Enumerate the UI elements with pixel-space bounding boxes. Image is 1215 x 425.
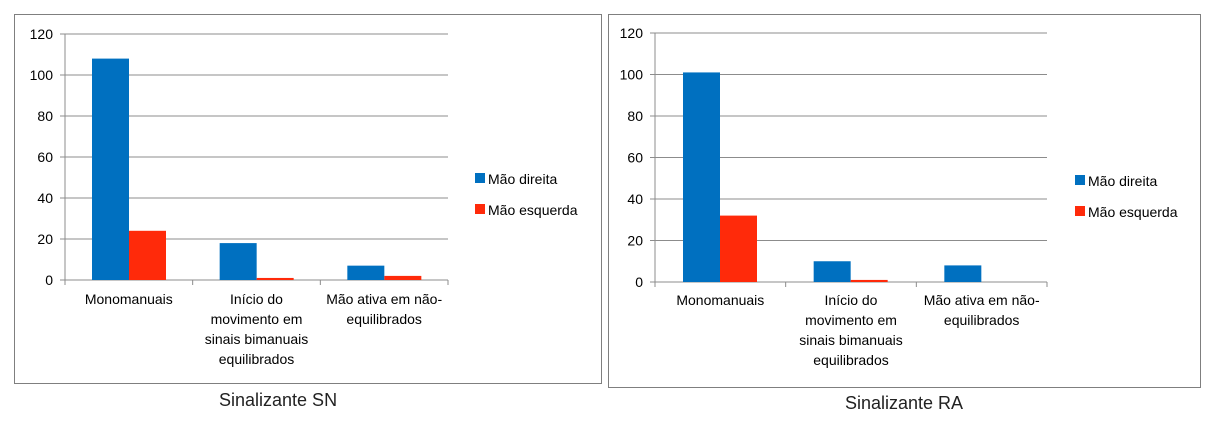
x-category-label: sinais bimanuais	[205, 331, 309, 347]
bar-chart-ra: 0 20 40 60 80 100 120 Monomanuais Início do movim…	[620, 25, 1178, 368]
x-category-label: Monomanuais	[676, 292, 764, 308]
y-tick-label: 40	[37, 190, 53, 206]
y-tick-label: 40	[627, 191, 643, 207]
y-tick-label: 0	[45, 272, 53, 288]
x-category-label: sinais bimanuais	[799, 332, 903, 348]
y-tick-label: 120	[620, 25, 644, 41]
bar-mao-direita	[347, 265, 385, 280]
legend-label: Mão direita	[488, 171, 557, 187]
x-category-label: equilibrados	[944, 312, 1020, 328]
bar-mao-direita	[92, 58, 129, 280]
x-category-label: movimento em	[211, 311, 303, 327]
bar-mao-direita	[944, 265, 982, 282]
y-tick-label: 100	[30, 67, 54, 83]
bar-mao-direita	[813, 261, 851, 282]
legend-swatch	[475, 173, 485, 183]
chart-frame: 0 20 40 60 80 100 120 Monomanuais Início do movim…	[14, 14, 602, 384]
chart-panel-ra: 0 20 40 60 80 100 120 Monomanuais Início do movim…	[608, 14, 1201, 388]
x-category-label: equilibrados	[346, 311, 422, 327]
bar-mao-esquerda	[720, 215, 757, 282]
x-category-label: equilibrados	[813, 352, 889, 368]
y-tick-label: 100	[620, 67, 644, 83]
y-tick-label: 80	[37, 108, 53, 124]
chart-caption-sn: Sinalizante SN	[219, 390, 338, 410]
legend-label: Mão direita	[1088, 173, 1157, 189]
legend-label: Mão esquerda	[488, 202, 578, 218]
bar-mao-direita	[683, 72, 720, 282]
y-tick-label: 20	[37, 231, 53, 247]
legend-label: Mão esquerda	[1088, 204, 1178, 220]
bar-mao-esquerda	[384, 275, 422, 280]
x-category-label: Início do	[230, 291, 283, 307]
x-category-label: Mão ativa em não-	[924, 292, 1040, 308]
x-category-label: Início do	[825, 292, 878, 308]
y-tick-label: 120	[30, 26, 54, 42]
bar-mao-esquerda	[129, 230, 166, 280]
legend-swatch	[1075, 175, 1085, 185]
y-tick-label: 60	[37, 149, 53, 165]
y-tick-label: 60	[627, 150, 643, 166]
x-category-label: Monomanuais	[85, 291, 173, 307]
x-category-label: Mão ativa em não-	[326, 291, 442, 307]
bar-mao-direita	[219, 243, 257, 280]
chart-panel-sn: 0 20 40 60 80 100 120 Monomanuais Início do movim…	[14, 14, 602, 384]
chart-frame: 0 20 40 60 80 100 120 Monomanuais Início do movim…	[608, 14, 1201, 388]
x-category-label: movimento em	[805, 312, 897, 328]
bar-mao-esquerda	[256, 277, 294, 280]
bar-mao-esquerda	[850, 279, 888, 282]
y-tick-label: 80	[627, 108, 643, 124]
y-tick-label: 20	[627, 233, 643, 249]
legend-swatch	[475, 204, 485, 214]
x-category-label: equilibrados	[219, 351, 295, 367]
chart-caption-ra: Sinalizante RA	[845, 393, 964, 413]
y-tick-label: 0	[635, 274, 643, 290]
bar-chart-sn: 0 20 40 60 80 100 120 Monomanuais Início do movim…	[30, 26, 578, 367]
legend-swatch	[1075, 206, 1085, 216]
